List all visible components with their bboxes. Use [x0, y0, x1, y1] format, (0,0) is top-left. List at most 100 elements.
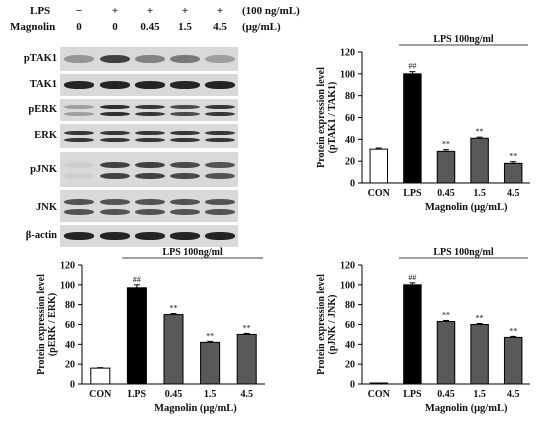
- blot-band: [135, 172, 165, 179]
- blot-band: [100, 232, 130, 240]
- magnolin-lane-4: 1.5: [178, 21, 192, 33]
- lps-label: LPS: [30, 5, 51, 17]
- blot-band: [100, 130, 130, 136]
- y-axis-label-units: (pJNK / JNK): [327, 295, 338, 355]
- x-tick-label: LPS: [403, 188, 422, 199]
- y-tick-label: 100: [60, 280, 75, 291]
- y-tick-label: 40: [65, 340, 75, 351]
- y-axis-label-units: (pTAK1 / TAK1): [327, 82, 338, 154]
- blot-band: [170, 208, 200, 215]
- blot-band: [64, 55, 94, 63]
- lps-bracket-label: LPS 100ng/ml: [433, 34, 494, 45]
- chart-ptak1-tak1: 0 20 40 60 80 100 120 Protein expression level(…: [316, 34, 530, 213]
- blot-band: [64, 138, 94, 143]
- x-axis-label: Magnolin (μg/mL): [425, 403, 508, 414]
- blot-label-beta-actin: β-actin: [25, 230, 57, 241]
- significance-mark: **: [170, 304, 178, 313]
- blot-band: [100, 208, 130, 215]
- x-axis-label: Magnolin (μg/mL): [425, 202, 508, 213]
- y-tick-label: 20: [65, 360, 75, 371]
- bar: [90, 367, 111, 385]
- x-tick-label: 0.45: [437, 389, 455, 400]
- significance-mark: ##: [408, 62, 416, 71]
- blot-band: [135, 208, 165, 215]
- blot-band: [170, 138, 200, 143]
- x-tick-label: 1.5: [204, 389, 217, 400]
- significance-mark: **: [243, 323, 251, 332]
- bar: [200, 341, 221, 385]
- blot-label-pjnk: pJNK: [30, 164, 57, 175]
- significance-mark: ##: [133, 275, 141, 284]
- y-tick-label: 80: [65, 300, 75, 311]
- significance-mark: **: [509, 326, 517, 335]
- blot-band: [100, 162, 130, 169]
- blot-band: [64, 130, 94, 136]
- y-tick-label: 120: [340, 48, 355, 59]
- x-tick-label: 0.45: [165, 389, 183, 400]
- bar: [503, 162, 523, 184]
- blot-band: [170, 232, 200, 240]
- blot-beta-actin: [60, 225, 238, 247]
- y-tick-label: 100: [340, 280, 355, 291]
- x-tick-label: 4.5: [507, 389, 520, 400]
- blot-band: [135, 199, 165, 206]
- blot-band: [205, 199, 235, 206]
- blot-band: [100, 199, 130, 206]
- significance-mark: **: [442, 311, 450, 320]
- y-tick-label: 40: [345, 340, 355, 351]
- x-tick-label: CON: [368, 188, 391, 199]
- y-tick-label: 120: [60, 261, 75, 272]
- bar: [436, 321, 456, 385]
- blot-band: [100, 138, 130, 143]
- bar: [369, 382, 389, 385]
- blot-band: [135, 138, 165, 143]
- blot-band: [205, 162, 235, 169]
- y-tick-label: 40: [345, 135, 355, 146]
- blot-band: [170, 81, 200, 89]
- blot-band: [135, 130, 165, 136]
- blot-erk: [60, 124, 238, 148]
- blot-band: [135, 111, 165, 116]
- blot-band: [170, 162, 200, 169]
- bar: [503, 336, 523, 385]
- blot-band: [170, 105, 200, 110]
- blot-band: [135, 55, 165, 63]
- y-tick-label: 0: [70, 380, 75, 391]
- chart-perk-erk: 0 20 40 60 80 100 120 Protein expression level(…: [36, 247, 265, 414]
- bar: [126, 287, 147, 385]
- x-tick-label: LPS: [403, 389, 422, 400]
- lps-lane-4: +: [181, 5, 189, 17]
- y-tick-label: 80: [345, 300, 355, 311]
- blot-label-ptak1: pTAK1: [23, 53, 57, 64]
- blot-band: [64, 81, 94, 89]
- lps-lane-1: −: [75, 5, 83, 17]
- blot-band: [135, 105, 165, 110]
- blot-band: [205, 130, 235, 136]
- lps-unit: (100 ng/mL): [242, 5, 300, 17]
- significance-mark: **: [509, 152, 517, 161]
- y-tick-label: 0: [350, 380, 355, 391]
- magnolin-unit: (μg/mL): [242, 21, 281, 33]
- magnolin-lane-5: 4.5: [213, 21, 227, 33]
- blot-band: [170, 172, 200, 179]
- x-tick-label: 1.5: [473, 389, 486, 400]
- significance-mark: ##: [408, 273, 416, 282]
- lps-bracket-label: LPS 100ng/ml: [162, 247, 223, 258]
- magnolin-lane-3: 0.45: [140, 21, 160, 33]
- significance-mark: **: [476, 127, 484, 136]
- bar: [163, 314, 184, 385]
- bar: [403, 73, 422, 184]
- blot-band: [205, 55, 235, 63]
- lps-lane-3: +: [146, 5, 154, 17]
- blot-pjnk: [60, 152, 238, 187]
- blot-label-jnk: JNK: [36, 202, 57, 213]
- significance-mark: **: [206, 331, 214, 340]
- blot-label-tak1: TAK1: [29, 79, 57, 90]
- blot-band: [64, 199, 94, 206]
- blot-band: [64, 232, 94, 240]
- y-axis-label: Protein expression level: [36, 274, 47, 375]
- x-tick-label: 4.5: [240, 389, 253, 400]
- y-axis-label: Protein expression level: [316, 67, 327, 168]
- y-tick-label: 120: [340, 261, 355, 272]
- blot-ptak1: [60, 47, 238, 71]
